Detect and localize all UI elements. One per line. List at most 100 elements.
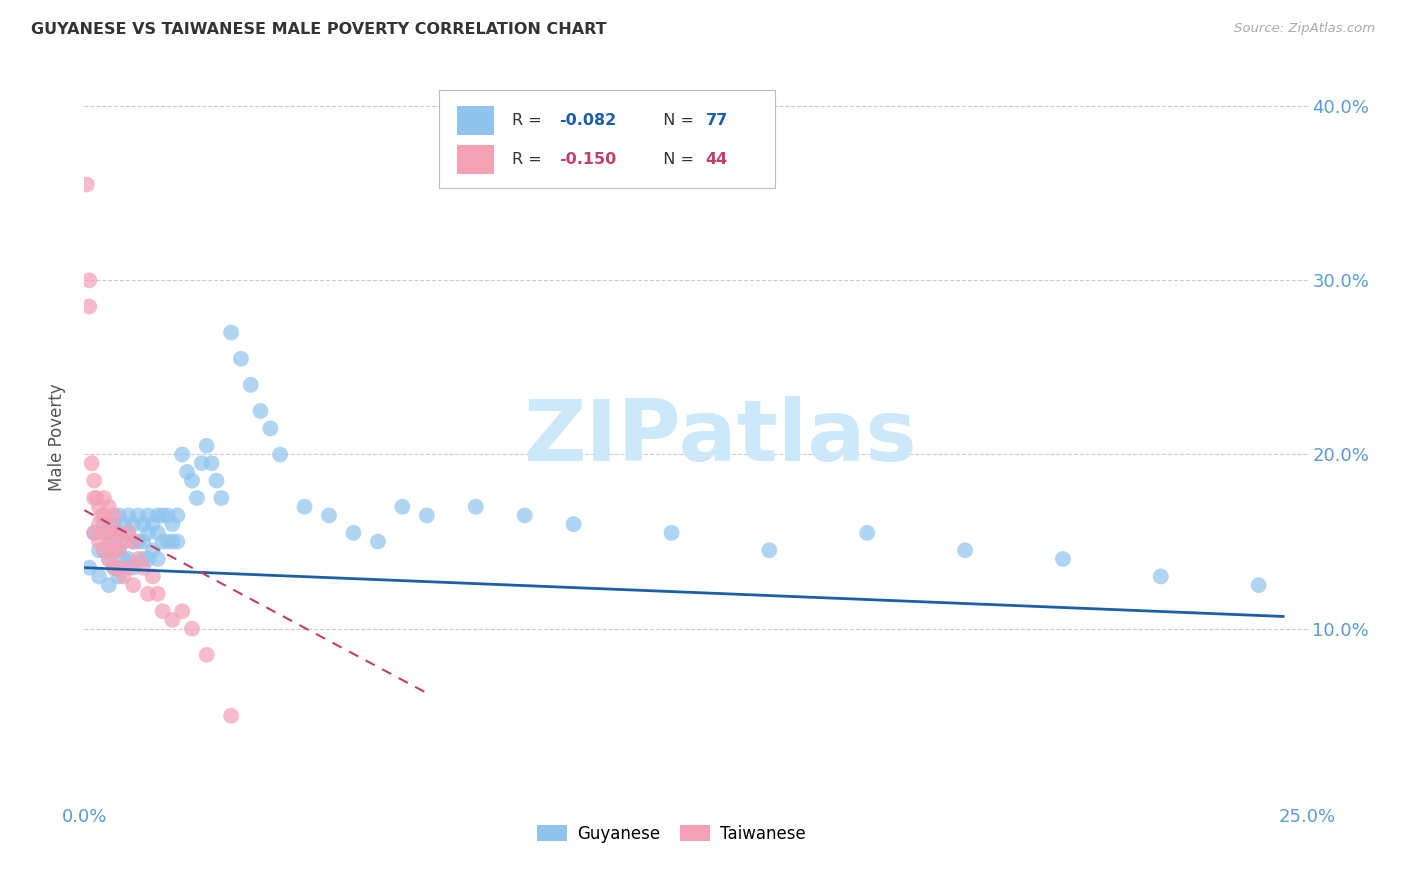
Point (391, 500, 413, 514)
Text: R =: R = (513, 152, 547, 167)
Point (107, 569, 129, 583)
Point (117, 525, 139, 540)
Legend: Guyanese, Taiwanese: Guyanese, Taiwanese (530, 818, 813, 849)
Point (132, 552, 155, 566)
Point (856, 525, 879, 540)
FancyBboxPatch shape (457, 106, 494, 136)
Point (464, 500, 486, 514)
Point (146, 525, 169, 540)
Point (152, 604, 174, 618)
Y-axis label: Male Poverty: Male Poverty (48, 384, 66, 491)
Point (229, 351, 252, 366)
Point (117, 560, 139, 574)
Point (97, 525, 120, 540)
Point (146, 587, 169, 601)
Point (195, 648, 218, 662)
Point (83, 525, 105, 540)
Point (97, 534, 120, 549)
Point (122, 517, 145, 532)
Point (93, 543, 115, 558)
Point (127, 508, 149, 523)
Point (107, 543, 129, 558)
Point (103, 560, 125, 574)
Point (93, 508, 115, 523)
Point (97, 552, 120, 566)
Point (513, 508, 536, 523)
Point (259, 421, 281, 435)
Point (142, 543, 165, 558)
Point (661, 525, 683, 540)
Point (117, 508, 139, 523)
Point (318, 508, 340, 523)
Point (142, 517, 165, 532)
Text: R =: R = (513, 113, 547, 128)
Point (103, 534, 125, 549)
Point (294, 500, 316, 514)
Point (77, 273, 100, 287)
Point (93, 543, 115, 558)
FancyBboxPatch shape (439, 90, 776, 188)
Point (219, 708, 242, 723)
Text: 77: 77 (706, 113, 728, 128)
Point (953, 543, 976, 558)
Point (87, 517, 110, 532)
Point (172, 604, 194, 618)
Point (122, 560, 145, 574)
Point (77, 300, 100, 314)
Point (200, 456, 222, 470)
Point (86, 491, 108, 505)
Point (93, 517, 115, 532)
Point (152, 534, 174, 549)
Point (156, 534, 179, 549)
FancyBboxPatch shape (457, 145, 494, 174)
Point (1052, 552, 1074, 566)
Point (342, 525, 364, 540)
Point (132, 560, 155, 574)
Point (103, 560, 125, 574)
Point (181, 474, 204, 488)
Point (132, 517, 155, 532)
Point (87, 543, 110, 558)
Point (249, 404, 271, 418)
Point (83, 474, 105, 488)
Point (562, 517, 585, 532)
Point (176, 465, 198, 479)
Point (87, 534, 110, 549)
Point (127, 534, 149, 549)
Point (146, 508, 169, 523)
Point (80, 456, 103, 470)
Point (269, 448, 291, 462)
Point (93, 525, 115, 540)
Point (181, 622, 204, 636)
Point (152, 508, 174, 523)
Point (136, 552, 159, 566)
Point (205, 474, 228, 488)
Point (112, 552, 135, 566)
Text: N =: N = (654, 113, 699, 128)
Text: GUYANESE VS TAIWANESE MALE POVERTY CORRELATION CHART: GUYANESE VS TAIWANESE MALE POVERTY CORRE… (31, 22, 606, 37)
Point (112, 534, 135, 549)
Point (93, 491, 115, 505)
Text: -0.150: -0.150 (560, 152, 616, 167)
Point (239, 377, 262, 392)
Point (758, 543, 780, 558)
Point (97, 500, 120, 514)
Point (83, 491, 105, 505)
Point (77, 560, 100, 574)
Point (132, 534, 155, 549)
Point (122, 578, 145, 592)
Point (136, 587, 159, 601)
Point (107, 560, 129, 574)
Point (136, 525, 159, 540)
Point (83, 525, 105, 540)
Point (219, 326, 242, 340)
Point (103, 517, 125, 532)
Point (162, 613, 184, 627)
Point (191, 456, 214, 470)
Point (162, 534, 184, 549)
Point (162, 517, 184, 532)
Point (90, 508, 112, 523)
Point (122, 534, 145, 549)
Point (156, 508, 179, 523)
Point (122, 534, 145, 549)
